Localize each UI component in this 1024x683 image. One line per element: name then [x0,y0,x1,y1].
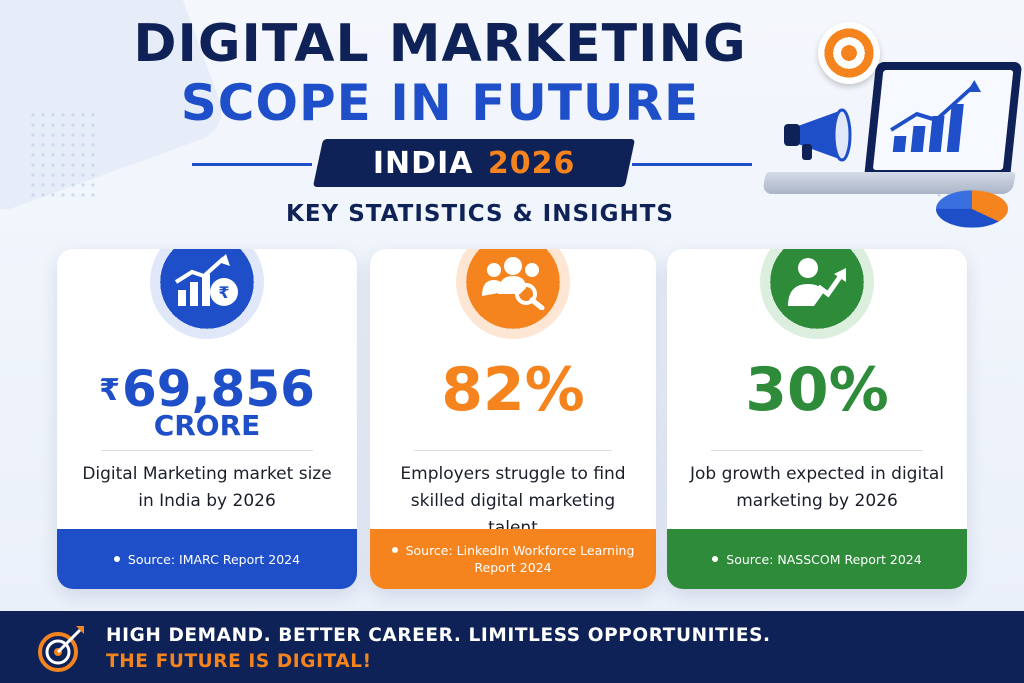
rupee-growth-icon: ₹ [150,249,264,339]
stat-source: Source: NASSCOM Report 2024 [667,529,967,589]
megaphone-icon [784,108,852,162]
bullet-icon [113,555,120,562]
growth-chart-icon [890,80,982,152]
stat-card-job-growth: 30% Job growth expected in digital marke… [667,249,967,589]
stat-description: Digital Marketing market size in India b… [82,464,332,511]
talent-search-icon [456,249,570,339]
background-dots [28,110,98,200]
subtitle: KEY STATISTICS & INSIGHTS [286,201,674,227]
stat-source: Source: IMARC Report 2024 [57,529,357,589]
svg-text:₹: ₹ [218,283,229,302]
source-text: Source: NASSCOM Report 2024 [726,551,922,567]
job-growth-icon [760,249,874,339]
stat-value: 82% [441,355,585,425]
target-icon [818,22,880,84]
source-text: Source: IMARC Report 2024 [127,551,301,567]
source-text: Source: LinkedIn Workforce Learning Repo… [405,543,635,575]
region-banner: INDIA 2026 [312,139,636,187]
stat-card-talent-gap: 82% Employers struggle to find skilled d… [370,249,656,589]
banner-line-left [192,163,312,166]
target-arrow-icon [38,626,84,672]
card-divider [414,450,612,451]
footer-bar: HIGH DEMAND. BETTER CAREER. LIMITLESS OP… [0,611,1024,683]
stat-number: 69,856 [121,360,315,418]
title-line-1: DIGITAL MARKETING [133,14,747,74]
bullet-icon [712,555,719,562]
banner-year: 2026 [487,145,576,181]
stat-description: Job growth expected in digital marketing… [689,464,945,511]
card-divider [101,450,313,451]
stat-source: Source: LinkedIn Workforce Learning Repo… [370,529,656,589]
marketing-illustration [760,22,1024,242]
card-divider [711,450,923,451]
footer-tagline: HIGH DEMAND. BETTER CAREER. LIMITLESS OP… [106,625,771,646]
title-line-2: SCOPE IN FUTURE [180,74,700,132]
banner-line-right [632,163,752,166]
bullet-icon [391,547,398,553]
stat-value: ₹69,856 [57,359,357,421]
banner-region: INDIA [372,145,474,181]
footer-slogan: THE FUTURE IS DIGITAL! [106,651,372,672]
currency-symbol: ₹ [99,373,120,408]
stat-unit: CRORE [153,409,261,442]
stat-value: 30% [745,355,889,425]
pie-chart-icon [936,190,1008,228]
laptop-icon [863,62,1023,180]
stat-card-market-size: ₹ ₹69,856 CRORE Digital Marketing market… [57,249,357,589]
